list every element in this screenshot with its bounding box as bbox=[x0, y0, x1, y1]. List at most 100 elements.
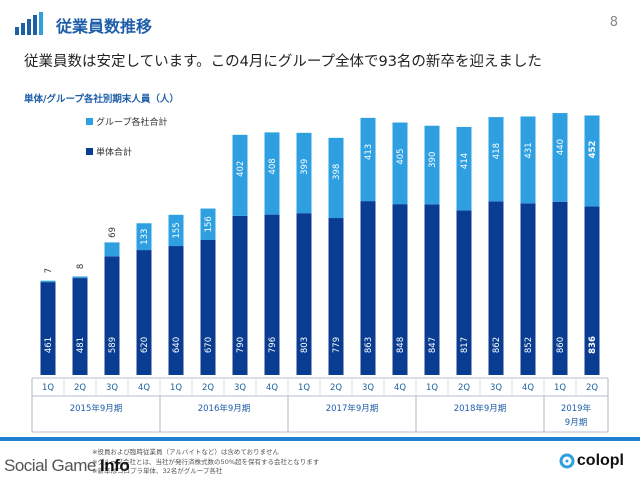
data-label-base: 862 bbox=[492, 337, 502, 353]
tick-label: 2Q bbox=[74, 383, 86, 393]
bar-base bbox=[392, 204, 408, 375]
slide-subtitle: 従業員数は安定しています。この4月にグループ全体で93名の新卒を迎えました bbox=[24, 54, 542, 70]
legend-label: 単体合計 bbox=[96, 146, 132, 158]
tick-label: 1Q bbox=[170, 383, 182, 393]
footer-band bbox=[0, 437, 640, 441]
data-label-group: 156 bbox=[204, 216, 214, 232]
tick-label: 4Q bbox=[138, 383, 150, 393]
data-label-group: 7 bbox=[44, 268, 54, 273]
bar-base bbox=[552, 201, 568, 375]
watermark-main: Social Game bbox=[4, 456, 101, 475]
data-label-group: 133 bbox=[140, 229, 150, 245]
data-label-base: 860 bbox=[556, 337, 566, 353]
bar-base bbox=[232, 215, 248, 375]
bar-base bbox=[424, 204, 440, 375]
watermark-bold: Info bbox=[100, 456, 130, 475]
data-label-group: 402 bbox=[236, 161, 246, 177]
tick-label: 3Q bbox=[490, 383, 502, 393]
data-label-group: 390 bbox=[428, 152, 438, 168]
footnote-2: ※グループ会社とは、当社が発行済株式数の50%超を保有する会社となります bbox=[92, 457, 320, 466]
tick-label: 1Q bbox=[42, 383, 54, 393]
bar-group bbox=[488, 117, 504, 202]
bar-group bbox=[360, 117, 376, 202]
bar-base bbox=[264, 214, 280, 375]
brand-logo: colopl bbox=[559, 452, 624, 470]
bar-group bbox=[456, 126, 472, 211]
data-label-group: 440 bbox=[556, 139, 566, 155]
bar-group bbox=[40, 280, 56, 283]
bar-base bbox=[200, 239, 216, 375]
tick-label: 1Q bbox=[554, 383, 566, 393]
data-label-group: 405 bbox=[396, 148, 406, 164]
tick-label: 3Q bbox=[106, 383, 118, 393]
bar-base bbox=[136, 250, 152, 375]
data-label-base: 848 bbox=[396, 337, 406, 353]
tick-label: 2Q bbox=[586, 383, 598, 393]
bar-base bbox=[40, 282, 56, 375]
tick-label: 2Q bbox=[458, 383, 470, 393]
bar-base bbox=[296, 213, 312, 375]
bar-group bbox=[520, 116, 536, 204]
page-title: 従業員数推移 bbox=[56, 17, 153, 36]
bar-group bbox=[584, 115, 600, 207]
legend-swatch bbox=[86, 118, 93, 125]
watermark: Social Game Info bbox=[4, 456, 130, 476]
page-number: 8 bbox=[609, 15, 618, 30]
data-label-group: 69 bbox=[108, 227, 118, 238]
brand-name: colopl bbox=[576, 452, 624, 469]
data-label-group: 399 bbox=[300, 159, 310, 175]
bar-group bbox=[200, 208, 216, 240]
data-label-base: 589 bbox=[108, 337, 118, 353]
data-label-group: 414 bbox=[460, 153, 470, 169]
data-label-base: 803 bbox=[300, 337, 310, 353]
data-label-base: 461 bbox=[44, 337, 54, 353]
data-label-group: 413 bbox=[364, 144, 374, 160]
data-label-group: 431 bbox=[524, 142, 534, 158]
data-label-base: 640 bbox=[172, 337, 182, 353]
tick-label: 3Q bbox=[234, 383, 246, 393]
data-label-group: 408 bbox=[268, 158, 278, 174]
footnotes: ※役員および臨時従業員（アルバイトなど）は含めておりません ※グループ会社とは、… bbox=[92, 448, 319, 477]
bar-group bbox=[232, 134, 248, 216]
bar-group bbox=[72, 276, 88, 279]
data-label-base: 620 bbox=[140, 337, 150, 353]
bar-base bbox=[456, 210, 472, 375]
year-label: 2016年9月期 bbox=[198, 403, 251, 414]
data-label-base: 817 bbox=[460, 337, 470, 353]
footnote-3: ※新卒はコロプラ単体、32名がグループ各社 bbox=[92, 467, 223, 475]
tick-label: 3Q bbox=[362, 383, 374, 393]
bar-group bbox=[136, 223, 152, 251]
data-label-group: 452 bbox=[588, 141, 598, 159]
tick-label: 4Q bbox=[522, 383, 534, 393]
data-label-base: 852 bbox=[524, 337, 534, 353]
legend-label: グループ各社合計 bbox=[96, 116, 167, 128]
data-label-base: 670 bbox=[204, 337, 214, 353]
bar-group bbox=[296, 132, 312, 214]
bar-group bbox=[424, 125, 440, 205]
bar-base bbox=[168, 246, 184, 375]
bar-base bbox=[584, 206, 600, 375]
footnote-1: ※役員および臨時従業員（アルバイトなど）は含めておりません bbox=[92, 448, 279, 456]
bar-group bbox=[168, 214, 184, 247]
tick-label: 4Q bbox=[266, 383, 278, 393]
data-label-group: 8 bbox=[76, 264, 86, 269]
bar-base bbox=[72, 278, 88, 375]
data-label-base: 836 bbox=[588, 336, 598, 354]
bar-base bbox=[328, 218, 344, 375]
year-label: 2018年9月期 bbox=[454, 403, 507, 414]
bar-group bbox=[328, 137, 344, 219]
bar-group bbox=[104, 242, 120, 257]
legend-swatch bbox=[86, 148, 93, 155]
chart-heading: 単体/グループ各社別期末人員（人） bbox=[24, 94, 179, 105]
data-label-base: 790 bbox=[236, 337, 246, 353]
colopl-mark-icon bbox=[559, 453, 575, 469]
tick-label: 1Q bbox=[426, 383, 438, 393]
bar-base bbox=[488, 201, 504, 375]
data-label-group: 418 bbox=[492, 143, 502, 159]
bar-group bbox=[392, 122, 408, 205]
year-label: 2017年9月期 bbox=[326, 403, 379, 414]
data-label-base: 796 bbox=[268, 337, 278, 353]
bar-group bbox=[552, 113, 568, 202]
data-label-base: 481 bbox=[76, 337, 86, 353]
